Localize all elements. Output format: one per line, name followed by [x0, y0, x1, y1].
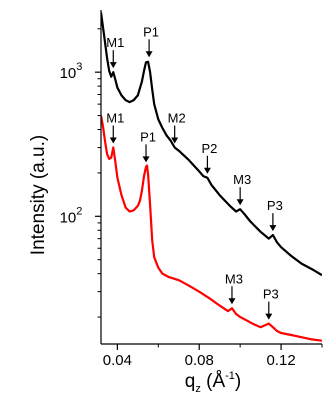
plot-area: M1 P1 M2 P2 M3 P3 M1 P1 M3 P3 [101, 12, 322, 342]
x-axis-label-open: (Å [201, 371, 226, 392]
x-tick-label: 0.04 [103, 352, 132, 369]
annotation-label: P1 [143, 24, 159, 39]
annotation-label: P1 [140, 129, 156, 144]
annotation-arrow-head [109, 137, 117, 144]
annotation-label: P3 [267, 198, 283, 213]
annotation-arrow-head [109, 62, 117, 69]
axis-labels: Intensity (a.u.) qz (Å-1) [28, 135, 241, 394]
annotation-arrow-head [145, 51, 153, 58]
x-tick-label: 0.08 [185, 352, 214, 369]
annotation-label: M1 [106, 111, 124, 126]
annotation-p1-7: P1 [140, 129, 156, 163]
annotation-p2-3: P2 [201, 141, 217, 174]
annotation-m2-2: M2 [168, 111, 186, 144]
series-line-0 [101, 12, 322, 277]
annotation-p1-1: P1 [143, 24, 159, 58]
annotation-label: M1 [106, 35, 124, 50]
annotation-label: P2 [201, 141, 217, 156]
annotation-p3-9: P3 [263, 287, 279, 320]
annotation-m1-6: M1 [106, 111, 124, 144]
annotation-arrow-head [228, 298, 236, 305]
annotation-label: M3 [225, 271, 243, 286]
x-tick-label: 0.12 [266, 352, 295, 369]
annotation-arrow-head [203, 167, 211, 174]
annotation-arrow-head [171, 137, 179, 144]
annotation-arrow-head [142, 156, 150, 163]
annotation-arrow-head [236, 199, 244, 206]
annotation-arrow-head [269, 225, 277, 232]
annotation-label: M3 [233, 172, 251, 187]
x-axis-label-sub: z [195, 383, 201, 394]
series-line-1 [101, 115, 322, 342]
x-axis-label: qz (Å-1) [185, 370, 241, 394]
annotation-label: P3 [263, 287, 279, 302]
y-axis-label: Intensity (a.u.) [28, 135, 49, 255]
x-axis-label-close: ) [235, 371, 241, 392]
annotation-m1-0: M1 [106, 35, 124, 69]
x-axis-label-sup: -1 [225, 370, 235, 382]
x-axis-label-main: q [185, 371, 196, 392]
annotation-arrow-head [265, 313, 273, 320]
annotation-m3-8: M3 [225, 271, 243, 305]
annotation-p3-5: P3 [267, 198, 283, 232]
y-tick-label: 102 [60, 205, 83, 226]
annotation-m3-4: M3 [233, 172, 251, 206]
annotation-label: M2 [168, 111, 186, 126]
y-tick-label: 103 [60, 61, 83, 82]
axes: 0.04 0.08 0.12 102 103 [60, 10, 323, 369]
